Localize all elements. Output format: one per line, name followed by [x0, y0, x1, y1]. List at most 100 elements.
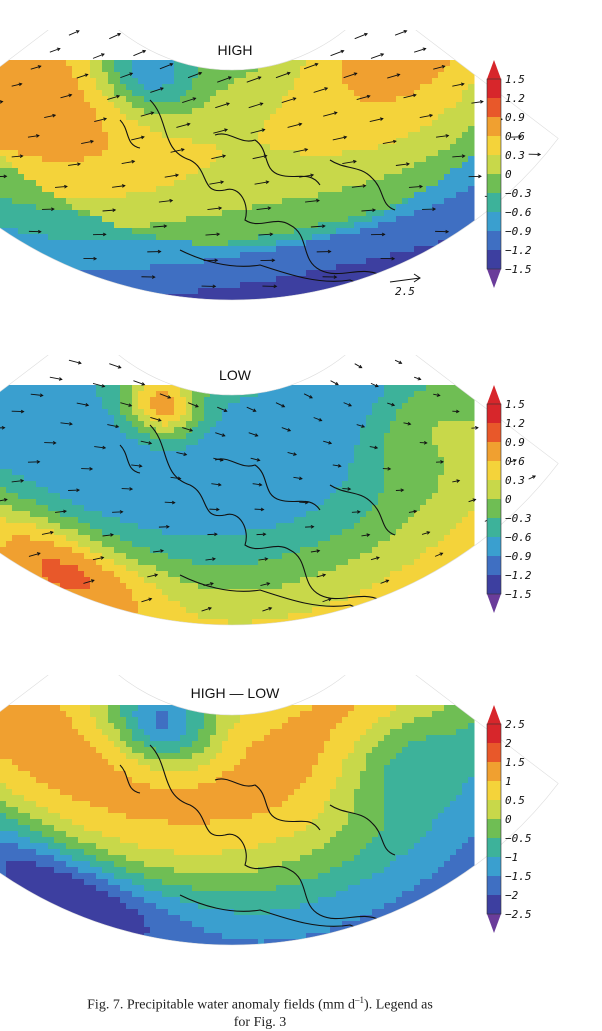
- contour-cell: [234, 96, 241, 103]
- contour-cell: [246, 469, 253, 476]
- contour-cell: [324, 186, 331, 193]
- contour-cell: [18, 198, 25, 205]
- contour-cell: [228, 288, 235, 295]
- contour-cell: [258, 276, 265, 283]
- contour-cell: [462, 162, 469, 169]
- contour-cell: [270, 102, 277, 109]
- contour-cell: [162, 108, 169, 115]
- contour-cell: [420, 469, 427, 476]
- contour-cell: [432, 409, 439, 416]
- contour-cell: [120, 439, 127, 446]
- contour-cell: [216, 276, 223, 283]
- contour-cell: [150, 282, 157, 289]
- contour-cell: [438, 210, 445, 217]
- contour-cell: [282, 156, 289, 163]
- contour-cell: [414, 294, 421, 301]
- contour-cell: [300, 84, 307, 91]
- contour-cell: [186, 90, 193, 97]
- contour-cell: [168, 264, 175, 271]
- contour-cell: [90, 433, 97, 440]
- contour-cell: [48, 457, 55, 464]
- contour-cell: [144, 210, 151, 217]
- contour-cell: [402, 258, 409, 265]
- contour-cell: [354, 427, 361, 434]
- contour-cell: [432, 102, 439, 109]
- contour-cell: [54, 288, 61, 295]
- contour-cell: [240, 258, 247, 265]
- contour-cell: [396, 240, 403, 247]
- contour-cell: [414, 288, 421, 295]
- contour-cell: [312, 312, 319, 319]
- contour-cell: [270, 198, 277, 205]
- contour-cell: [90, 312, 97, 319]
- contour-cell: [108, 270, 115, 277]
- contour-cell: [450, 102, 457, 109]
- contour-cell: [210, 156, 217, 163]
- contour-cell: [276, 439, 283, 446]
- contour-cell: [234, 300, 241, 307]
- contour-cell: [270, 451, 277, 458]
- contour-cell: [60, 228, 67, 235]
- contour-cell: [336, 439, 343, 446]
- contour-cell: [330, 234, 337, 241]
- contour-cell: [264, 246, 271, 253]
- contour-cell: [48, 427, 55, 434]
- contour-cell: [72, 126, 79, 133]
- contour-cell: [90, 150, 97, 157]
- contour-cell: [342, 312, 349, 319]
- contour-cell: [354, 132, 361, 139]
- contour-cell: [180, 240, 187, 247]
- contour-cell: [252, 96, 259, 103]
- contour-cell: [222, 252, 229, 259]
- contour-cell: [450, 186, 457, 193]
- contour-cell: [408, 204, 415, 211]
- contour-cell: [246, 439, 253, 446]
- contour-cell: [306, 180, 313, 187]
- contour-cell: [114, 84, 121, 91]
- contour-cell: [276, 306, 283, 313]
- contour-cell: [294, 439, 301, 446]
- contour-cell: [132, 439, 139, 446]
- contour-cell: [6, 174, 13, 181]
- contour-cell: [108, 246, 115, 253]
- contour-cell: [342, 198, 349, 205]
- contour-cell: [180, 168, 187, 175]
- contour-cell: [60, 385, 67, 392]
- contour-cell: [216, 318, 223, 325]
- contour-cell: [162, 78, 169, 85]
- contour-cell: [264, 276, 271, 283]
- contour-cell: [276, 204, 283, 211]
- contour-cell: [66, 180, 73, 187]
- contour-cell: [24, 138, 31, 145]
- contour-cell: [282, 397, 289, 404]
- contour-cell: [342, 445, 349, 452]
- contour-cell: [378, 102, 385, 109]
- contour-cell: [72, 204, 79, 211]
- contour-cell: [36, 90, 43, 97]
- contour-cell: [390, 451, 397, 458]
- contour-cell: [402, 174, 409, 181]
- contour-cell: [234, 144, 241, 151]
- contour-cell: [444, 78, 451, 85]
- contour-cell: [282, 318, 289, 325]
- contour-cell: [174, 457, 181, 464]
- contour-cell: [264, 78, 271, 85]
- contour-cell: [222, 391, 229, 398]
- contour-cell: [372, 276, 379, 283]
- contour-cell: [192, 234, 199, 241]
- contour-cell: [228, 156, 235, 163]
- contour-cell: [462, 240, 469, 247]
- contour-cell: [324, 318, 331, 325]
- contour-cell: [66, 84, 73, 91]
- contour-cell: [48, 60, 55, 67]
- contour-cell: [234, 78, 241, 85]
- contour-cell: [282, 439, 289, 446]
- contour-cell: [126, 168, 133, 175]
- contour-cell: [408, 324, 415, 330]
- contour-cell: [378, 457, 385, 464]
- contour-cell: [324, 409, 331, 416]
- contour-cell: [396, 114, 403, 121]
- contour-cell: [18, 228, 25, 235]
- contour-cell: [282, 312, 289, 319]
- contour-cell: [114, 397, 121, 404]
